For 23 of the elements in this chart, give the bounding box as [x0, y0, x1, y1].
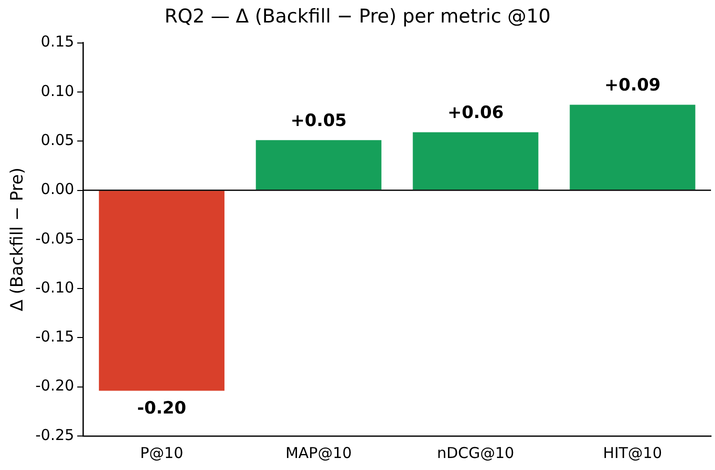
bar	[570, 104, 696, 190]
x-tick-label: HIT@10	[603, 444, 662, 462]
y-tick-label: 0.05	[40, 130, 74, 149]
bar	[256, 140, 382, 190]
y-tick-label: 0.15	[40, 32, 74, 51]
data-label: -0.20	[137, 398, 186, 419]
chart-title: RQ2 — Δ (Backfill − Pre) per metric @10	[164, 5, 551, 28]
y-tick-label: -0.05	[35, 229, 74, 248]
x-tick-label: P@10	[140, 444, 184, 462]
bar	[412, 132, 538, 190]
y-tick-label: -0.10	[35, 278, 74, 296]
x-tick-label: nDCG@10	[436, 444, 514, 462]
y-tick-label: 0.10	[40, 82, 74, 100]
y-tick-label: -0.15	[35, 328, 74, 346]
x-tick-label: MAP@10	[285, 444, 352, 462]
y-tick-label: 0.00	[40, 180, 74, 198]
y-tick-label: -0.20	[35, 376, 74, 395]
data-label: +0.09	[604, 76, 661, 96]
y-tick-label: -0.25	[35, 426, 74, 444]
data-label: +0.05	[290, 111, 347, 132]
y-axis-title: Δ (Backfill − Pre)	[8, 167, 28, 312]
bar	[98, 190, 224, 391]
data-label: +0.06	[447, 103, 504, 124]
